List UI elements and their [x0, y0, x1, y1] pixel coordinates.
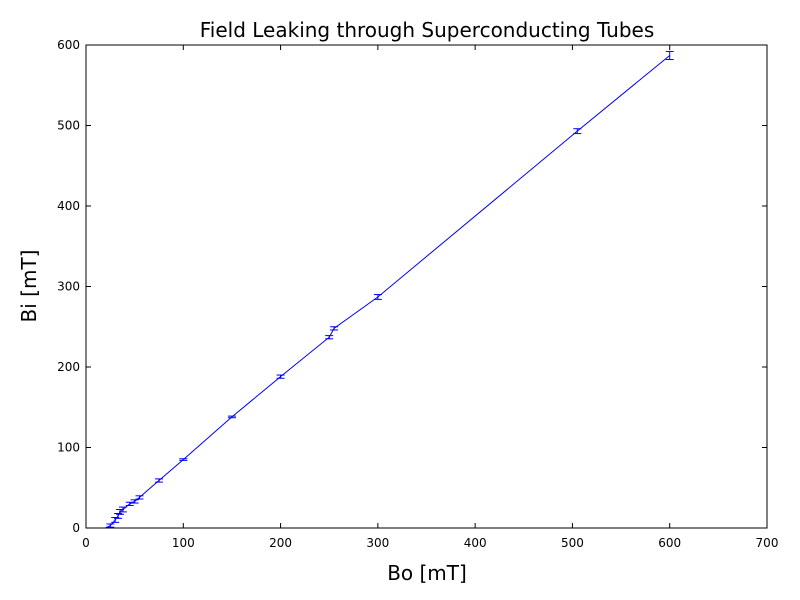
- y-tick-label: 400: [57, 199, 80, 213]
- plot-frame: [85, 44, 768, 529]
- chart-title: Field Leaking through Superconducting Tu…: [200, 18, 655, 42]
- y-tick-label: 500: [57, 119, 80, 133]
- x-axis-label: Bo [mT]: [387, 561, 467, 585]
- x-tick-label: 400: [464, 536, 487, 550]
- series-layer: [86, 50, 674, 529]
- y-axis-label: Bi [mT]: [17, 250, 41, 323]
- x-tick-label: 700: [756, 536, 779, 550]
- x-tick-label: 300: [366, 536, 389, 550]
- y-tick-label: 200: [57, 360, 80, 374]
- x-tick-label: 500: [561, 536, 584, 550]
- x-tick-label: 200: [269, 536, 292, 550]
- y-tick-label: 0: [72, 521, 80, 535]
- y-tick-label: 600: [57, 38, 80, 52]
- y-tick-label: 100: [57, 441, 80, 455]
- y-tick-label: 300: [57, 280, 80, 294]
- x-tick-label: 600: [658, 536, 681, 550]
- x-tick-label: 100: [172, 536, 195, 550]
- ticks-layer: 0 100 200 300 400 500 600 700 0 100 200 300 400 500 60…: [57, 38, 778, 550]
- x-tick-label: 0: [82, 536, 90, 550]
- plot-area: [86, 45, 767, 528]
